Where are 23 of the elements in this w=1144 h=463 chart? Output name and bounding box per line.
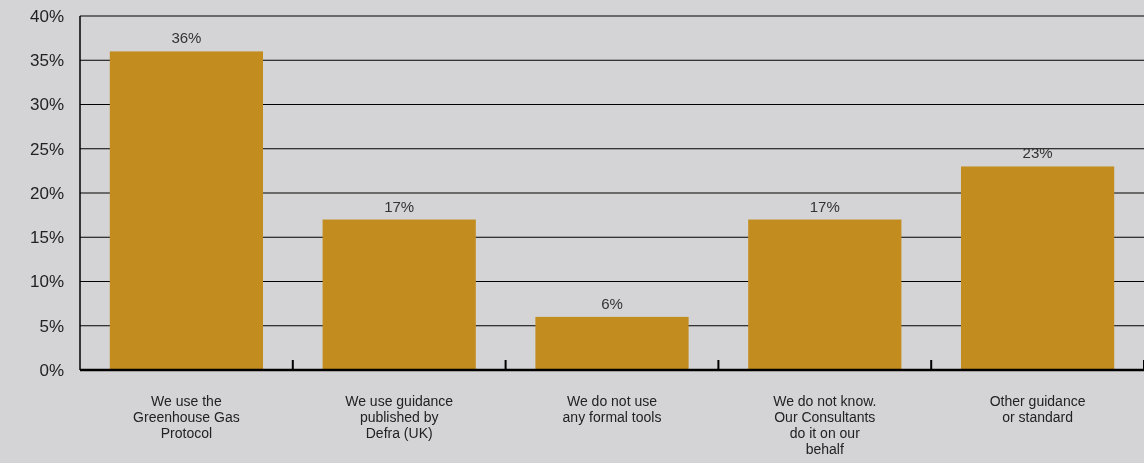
data-label: 36% <box>171 29 202 47</box>
x-tick-label: We do not know. Our Consultants do it on our behalf <box>773 393 877 457</box>
y-tick-label: 40% <box>29 6 64 26</box>
bar <box>960 166 1115 370</box>
y-tick-label: 0% <box>39 360 64 380</box>
y-tick-label: 25% <box>29 139 64 159</box>
bar <box>109 51 264 370</box>
bar <box>748 219 902 370</box>
x-tick-label: We do not use any formal tools <box>562 393 662 425</box>
y-tick-label: 30% <box>29 95 64 115</box>
y-tick-label: 20% <box>29 183 64 203</box>
x-tick-label: We use guidance published by Defra (UK) <box>345 393 454 441</box>
x-tick-label: We use the Greenhouse Gas Protocol <box>133 393 240 441</box>
bar <box>322 219 476 370</box>
data-label: 6% <box>601 294 623 312</box>
data-label: 17% <box>809 197 840 215</box>
y-tick-label: 5% <box>39 316 64 336</box>
y-tick-label: 15% <box>29 228 64 248</box>
data-label: 17% <box>384 197 415 215</box>
y-tick-label: 35% <box>29 51 64 71</box>
x-tick-label: Other guidance or standard <box>989 393 1086 425</box>
y-tick-label: 10% <box>29 272 64 292</box>
bar <box>535 316 689 370</box>
